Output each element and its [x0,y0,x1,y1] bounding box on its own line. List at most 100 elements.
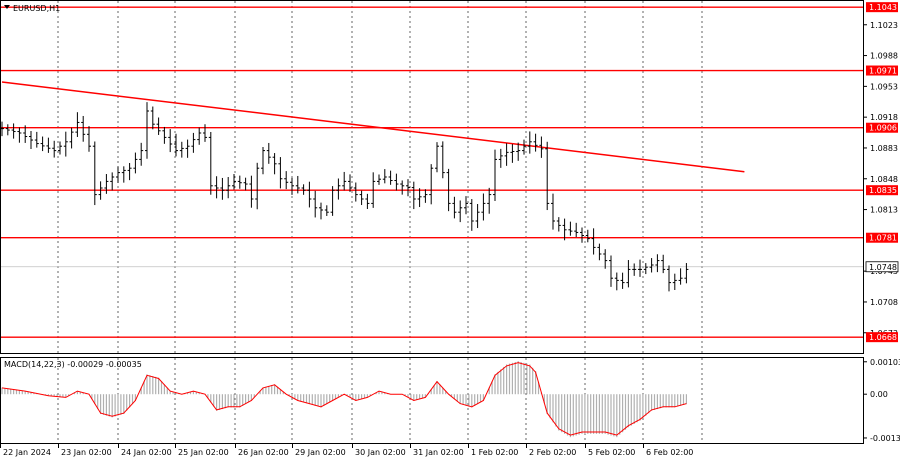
price-bar [133,152,138,174]
price-bar [684,263,689,284]
price-bar [34,131,39,148]
price-bar [562,218,567,241]
price-bar [394,173,399,191]
price-bar [46,137,51,153]
price-bar [545,141,550,211]
chart-menu-triangle-icon[interactable] [4,5,10,9]
price-bar [411,181,416,210]
level-price-tag [866,2,898,13]
price-bar [52,140,57,158]
price-bar [417,188,422,208]
price-bar [203,124,207,142]
price-bar [92,141,97,206]
x-tick-label: 1 Feb 02:00 [471,448,518,457]
level-price-label: 1.0835 [869,186,897,195]
price-bar [284,171,289,190]
price-bar [63,131,68,157]
level-price-tag [866,65,898,76]
y-tick-label: 1.1023 [870,21,898,30]
price-bar [382,169,387,184]
price-bar [40,136,45,152]
price-bar [214,176,219,199]
price-bar [388,170,393,185]
price-bar [522,139,526,155]
price-bar [145,102,149,159]
price-bar [348,174,352,192]
price-bar [638,259,642,277]
level-price-label: 1.0971 [869,67,897,76]
price-bar [249,175,254,208]
price-bar [110,172,115,191]
price-bar [87,126,91,152]
level-price-label: 1.0668 [869,333,897,342]
price-bar [58,141,62,155]
price-bar [75,112,80,137]
price-bar [127,162,132,181]
y-tick-label: 1.0988 [870,52,898,61]
price-bar [475,204,480,229]
main-pane-frame [0,0,864,354]
price-bar [591,228,596,255]
price-bar [272,153,277,175]
price-bar [429,164,434,205]
price-bar [533,133,538,152]
y-tick-label: 1.0953 [870,82,898,91]
level-price-tag [866,332,898,343]
price-bar [208,131,213,195]
price-bar [539,136,544,158]
price-bar [458,200,463,223]
price-bar [661,254,666,274]
price-bar [365,193,370,210]
price-bar [516,142,521,161]
price-bar [406,179,410,197]
price-bar [174,133,178,157]
x-tick-label: 5 Feb 02:00 [588,448,635,457]
price-bar [609,255,613,287]
price-bar [266,142,271,164]
price-bar [371,172,376,208]
price-bar [440,141,445,179]
price-bar [29,130,33,150]
price-bar [11,123,16,139]
price-bar [290,177,294,195]
price-bar [295,175,300,194]
price-bar [232,173,236,190]
price-bar [568,221,573,236]
price-bar [649,258,654,273]
y-tick-label: 1.0848 [870,175,898,184]
trend-line [1,81,745,173]
price-bar [469,199,474,231]
price-bar [585,229,590,243]
level-price-tag [866,232,898,243]
price-bar [139,142,144,166]
price-bar [156,117,161,135]
price-bar [150,106,155,130]
macd-title: MACD(14,22,3) -0.00029 -0.00035 [4,360,142,369]
x-tick-label: 22 Jan 2024 [3,448,51,457]
price-bar [377,174,381,185]
price-bar [162,126,167,144]
level-price-tag [866,185,898,196]
price-bar [643,263,648,275]
x-tick-label: 26 Jan 02:00 [238,448,289,457]
price-bar [313,190,318,218]
price-bar [261,147,265,175]
x-tick-label: 25 Jan 02:00 [178,448,229,457]
price-bar [116,166,120,183]
y-tick-label: 1.0708 [870,298,898,307]
price-bar [81,115,86,142]
price-bar [353,182,358,202]
price-bar [452,196,457,219]
price-bar [580,227,584,243]
x-tick-label: 23 Jan 02:00 [61,448,112,457]
price-bar [464,196,468,215]
price-bar [278,157,283,189]
macd-signal-line [1,362,687,436]
price-bar [104,174,109,194]
current-price-tag [865,261,899,273]
price-bar [243,177,248,191]
price-bar [672,273,677,291]
current-price-label: 1.0748 [869,263,897,272]
